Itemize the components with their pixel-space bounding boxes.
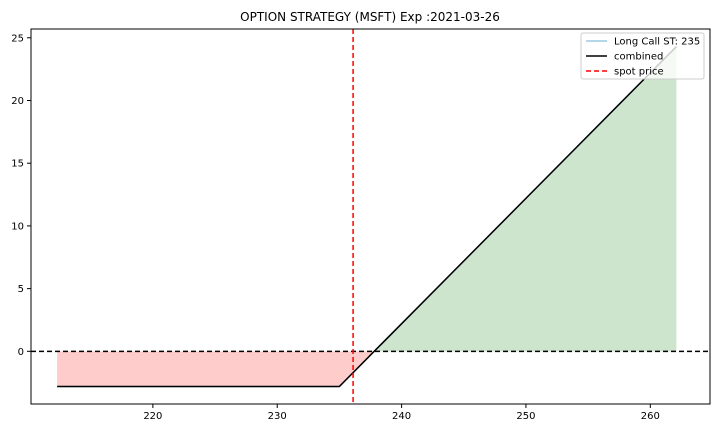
plot-frame <box>30 28 711 405</box>
legend: Long Call ST: 235 combined spot price <box>580 32 705 80</box>
fill-loss <box>57 351 375 387</box>
x-tick-label: 220 <box>143 411 162 422</box>
y-tick-label: 0 <box>18 347 24 358</box>
legend-box <box>580 32 705 80</box>
series-line-1 <box>57 46 677 388</box>
series-lines <box>31 29 710 404</box>
y-tick-label: 15 <box>11 159 24 170</box>
chart-title: OPTION STRATEGY (MSFT) Exp :2021-03-26 <box>240 10 500 24</box>
legend-label: spot price <box>614 67 664 78</box>
y-tick-label: 20 <box>11 96 24 107</box>
y-tick-label: 25 <box>11 33 24 44</box>
x-tick-label: 250 <box>516 411 535 422</box>
x-tick-label: 240 <box>392 411 411 422</box>
y-tick-label: 10 <box>11 221 24 232</box>
x-tick-label: 260 <box>641 411 660 422</box>
axes: 220 230 240 250 260 0 5 10 15 20 25 <box>11 28 711 422</box>
legend-label: Long Call ST: 235 <box>614 37 700 48</box>
x-tick-label: 230 <box>268 411 287 422</box>
y-tick-label: 5 <box>18 284 24 295</box>
legend-label: combined <box>614 52 663 63</box>
